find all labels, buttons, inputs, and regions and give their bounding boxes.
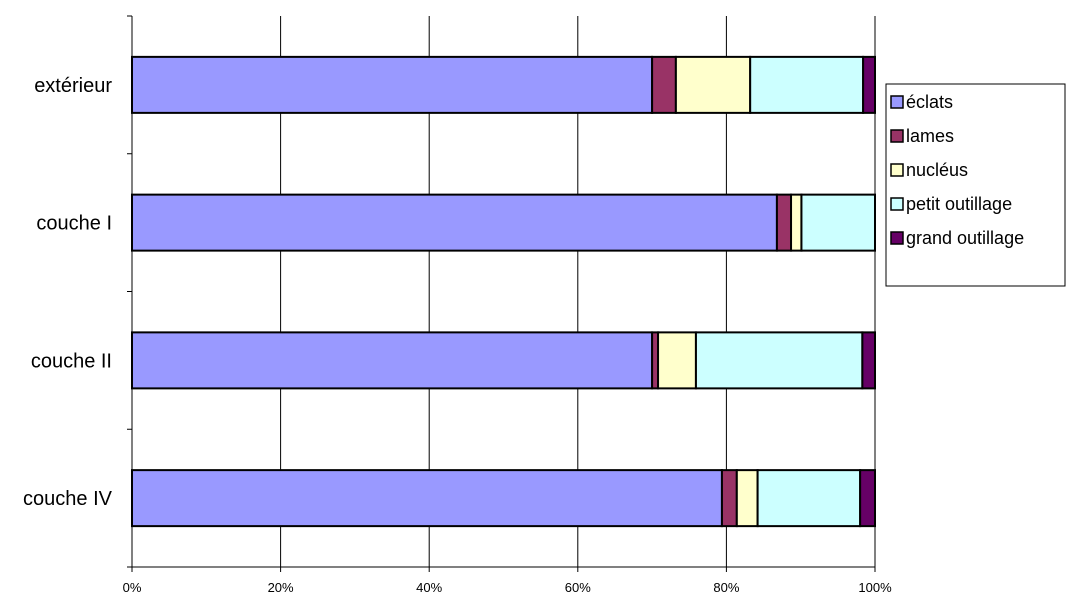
x-tick-label: 40% (416, 580, 442, 595)
bar-segment-lames (720, 469, 738, 528)
bar-segment-éclats (131, 331, 654, 390)
legend-swatch (890, 197, 904, 211)
bar-segment-grand-outillage (859, 469, 877, 528)
x-tick-label: 20% (268, 580, 294, 595)
legend-swatch (890, 231, 904, 245)
bar-segment-éclats (131, 193, 778, 252)
bar-segment-nucléus (735, 469, 759, 528)
bar-segment-petit-outillage (694, 331, 864, 390)
x-tick-label: 80% (713, 580, 739, 595)
legend-swatch (890, 95, 904, 109)
labels: 0% 20% 40% 60% 80% 100% extérieur couche I couch… (23, 75, 892, 595)
bar-segment-éclats (131, 469, 723, 528)
bar-segment-petit-outillage (756, 469, 862, 528)
bar-segment-grand-outillage (862, 55, 876, 114)
legend-swatch (890, 163, 904, 177)
bar-segment-petit-outillage (749, 55, 865, 114)
legend-label: éclats (906, 92, 953, 112)
legend: éclats lames nucléus petit outillage grand o… (885, 83, 1066, 287)
legend-swatch (890, 129, 904, 143)
legend-label: lames (906, 126, 954, 146)
legend-label: grand outillage (906, 228, 1024, 248)
bar-segment-nucléus (674, 55, 752, 114)
category-label: extérieur (34, 75, 112, 97)
category-label: couche I (36, 213, 112, 235)
category-label: couche II (31, 350, 112, 372)
bar-segment-grand-outillage (861, 331, 877, 390)
x-tick-label: 60% (565, 580, 591, 595)
bar-segment-lames (775, 193, 793, 252)
legend-label: nucléus (906, 160, 968, 180)
axes (127, 15, 876, 572)
bar-segment-lames (651, 55, 677, 114)
category-label: couche IV (23, 488, 113, 510)
bar-segment-nucléus (790, 193, 803, 252)
bars (131, 55, 877, 528)
bar-segment-nucléus (657, 331, 697, 390)
legend-box (885, 83, 1066, 287)
x-tick-label: 100% (858, 580, 892, 595)
legend-label: petit outillage (906, 194, 1012, 214)
x-tick-label: 0% (123, 580, 142, 595)
bar-segment-petit-outillage (800, 193, 876, 252)
bar-segment-éclats (131, 55, 654, 114)
